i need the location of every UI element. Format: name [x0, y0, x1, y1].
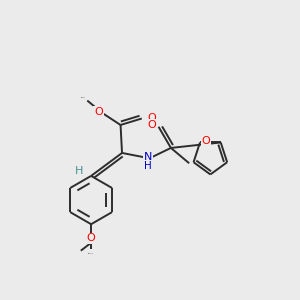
Text: methyl: methyl: [81, 96, 86, 98]
Text: O: O: [148, 113, 156, 123]
Text: O: O: [202, 136, 210, 146]
Text: N: N: [144, 152, 152, 162]
Text: H: H: [75, 166, 83, 176]
Text: O: O: [148, 120, 156, 130]
Text: O: O: [94, 107, 103, 117]
Text: O: O: [87, 233, 95, 243]
Text: methoxy: methoxy: [88, 252, 94, 254]
Text: H: H: [144, 161, 152, 172]
